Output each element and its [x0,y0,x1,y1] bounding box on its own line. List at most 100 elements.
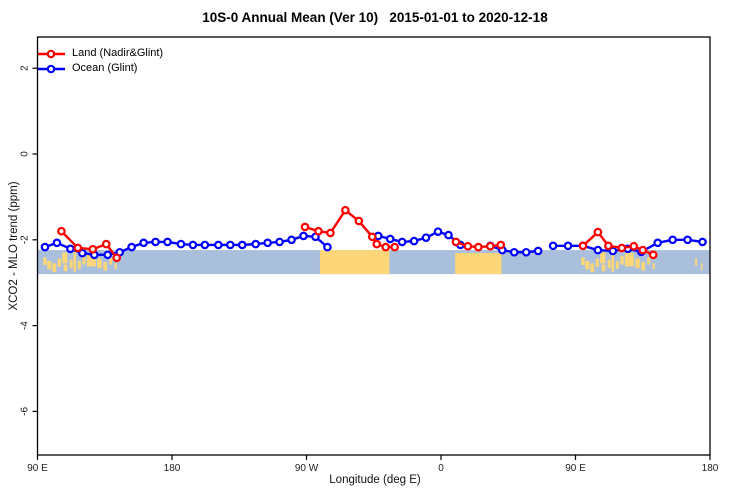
map-land-patch [82,256,86,265]
map-land-patch [635,258,640,269]
map-land-patch [103,262,107,271]
data-point [648,250,658,260]
data-point [300,222,310,232]
data-point [73,243,83,253]
map-land-patch [86,252,96,267]
data-point [103,250,113,260]
data-point [548,241,558,251]
data-point [509,247,519,257]
data-point [263,238,272,248]
map-land-patch [607,259,611,269]
data-point [251,239,260,249]
x-tick-label: 90 E [27,463,48,474]
data-point [593,245,603,255]
data-point [563,241,573,251]
map-land-patch [641,262,645,271]
map-land-patch [620,256,624,265]
ocean-series-swatch-icon [38,64,65,73]
data-point [617,243,627,253]
y-tick-label: -2 [20,235,31,244]
data-point [66,244,75,254]
data-point [151,237,160,247]
chart-title: 10S-0 Annual Mean (Ver 10) 2015-01-01 to… [202,10,548,25]
map-land-patch [695,258,697,266]
map-land-patch [624,252,634,267]
data-point [372,239,382,249]
legend-item-land: Land (Nadir&Glint) [38,46,163,61]
data-point [52,238,62,248]
data-point [608,246,618,256]
map-land-patch [701,263,703,271]
map-land-patch [595,258,599,267]
data-point [486,241,495,251]
data-point [40,242,50,252]
data-point [463,241,473,251]
data-point [593,227,603,237]
map-land-patch [581,257,585,265]
data-point [367,232,377,242]
data-point [653,238,662,248]
map-land-patch [62,252,68,264]
data-point [668,235,677,245]
map-land-patch [77,260,81,269]
legend: Land (Nadir&Glint) Ocean (Glint) [38,46,163,76]
data-point [496,240,506,250]
map-land-patch [43,257,47,265]
data-point [698,237,707,247]
data-point [275,237,284,247]
data-point [354,216,364,226]
map-land-patch [647,257,651,265]
data-point [127,242,136,252]
map-land-patch [52,263,57,273]
y-tick-label: 0 [20,151,31,157]
data-point [521,247,531,257]
map-land-patch [615,260,619,269]
map-land-patch [455,252,502,275]
x-tick-label: 180 [164,463,181,474]
data-point [381,242,391,252]
data-point [176,239,186,249]
x-tick-label: 180 [702,463,719,474]
map-land-patch [63,264,68,272]
map-land-patch [585,260,590,270]
data-point [409,236,419,246]
y-tick-label: 2 [20,65,31,71]
map-land-patch [319,250,390,275]
data-point [341,205,350,215]
data-point [533,246,543,256]
map-land-patch [601,264,606,272]
data-point [78,248,87,258]
data-point [225,240,235,250]
legend-label-ocean: Ocean (Glint) [72,62,138,74]
plot-frame [36,36,711,456]
y-tick-label: -6 [20,407,31,416]
data-point [57,226,66,236]
data-point [237,240,247,250]
legend-label-land: Land (Nadir&Glint) [72,47,164,59]
map-land-patch [652,263,655,270]
map-land-patch [97,258,102,269]
data-point [214,240,223,250]
map-land-patch [600,252,606,264]
data-point [101,239,111,249]
map-land-patch [57,258,61,267]
data-point [88,244,98,254]
map-land-patch [73,251,77,272]
map-land-patch [69,259,73,269]
data-point [444,230,453,240]
y-axis-title: XCO2 - MLO trend (ppm) [8,181,20,311]
data-point [451,237,461,247]
data-point [326,228,335,238]
data-point [629,241,639,251]
map-land-patch [114,263,117,270]
data-point [474,242,483,252]
data-point [188,240,198,250]
data-point [604,241,613,251]
data-point [112,253,122,263]
data-point [433,227,443,236]
data-point [385,234,395,244]
data-point [397,237,407,247]
x-tick-label: 90 W [295,463,319,474]
